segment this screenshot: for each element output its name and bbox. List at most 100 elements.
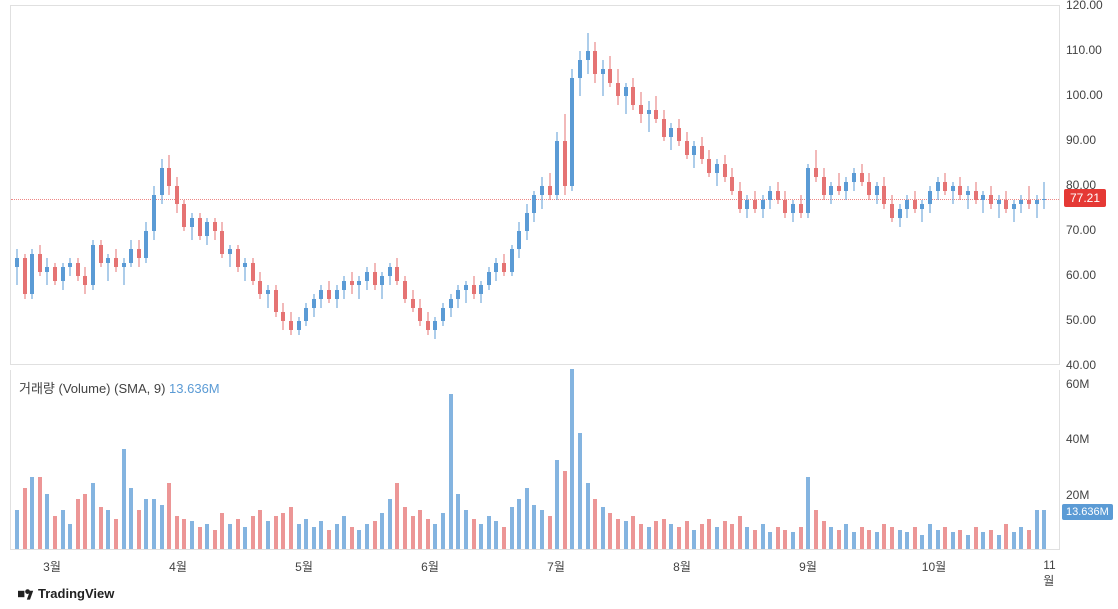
volume-bar[interactable] [418, 510, 422, 549]
volume-bar[interactable] [441, 513, 445, 549]
volume-bar[interactable] [586, 483, 590, 549]
volume-bar[interactable] [981, 532, 985, 549]
volume-bar[interactable] [456, 494, 460, 549]
volume-bar[interactable] [91, 483, 95, 549]
volume-bar[interactable] [570, 369, 574, 549]
volume-bar[interactable] [38, 477, 42, 549]
volume-bar[interactable] [1042, 510, 1046, 549]
volume-bar[interactable] [563, 471, 567, 549]
volume-bar[interactable] [350, 527, 354, 549]
volume-bar[interactable] [639, 524, 643, 549]
volume-bar[interactable] [23, 488, 27, 549]
volume-bar[interactable] [76, 499, 80, 549]
volume-bar[interactable] [228, 524, 232, 549]
volume-bar[interactable] [213, 530, 217, 549]
volume-bar[interactable] [106, 510, 110, 549]
volume-bar[interactable] [411, 516, 415, 549]
volume-bar[interactable] [829, 527, 833, 549]
volume-bar[interactable] [989, 530, 993, 549]
volume-bar[interactable] [647, 527, 651, 549]
volume-bar[interactable] [122, 449, 126, 549]
volume-bar[interactable] [631, 516, 635, 549]
volume-bar[interactable] [167, 483, 171, 549]
volume-bar[interactable] [936, 530, 940, 549]
volume-bar[interactable] [61, 510, 65, 549]
volume-bar[interactable] [799, 527, 803, 549]
volume-bar[interactable] [312, 527, 316, 549]
volume-bar[interactable] [494, 521, 498, 549]
volume-bar[interactable] [662, 519, 666, 549]
volume-bar[interactable] [898, 530, 902, 549]
volume-bar[interactable] [745, 527, 749, 549]
volume-bar[interactable] [517, 499, 521, 549]
volume-bar[interactable] [685, 521, 689, 549]
volume-bar[interactable] [761, 524, 765, 549]
volume-bar[interactable] [251, 516, 255, 549]
volume-bar[interactable] [137, 510, 141, 549]
volume-bar[interactable] [593, 499, 597, 549]
volume-bar[interactable] [548, 516, 552, 549]
volume-bar[interactable] [814, 510, 818, 549]
volume-bar[interactable] [1019, 527, 1023, 549]
volume-bar[interactable] [83, 494, 87, 549]
volume-bar[interactable] [152, 499, 156, 549]
volume-bar[interactable] [129, 488, 133, 549]
volume-bar[interactable] [844, 524, 848, 549]
volume-bar[interactable] [913, 527, 917, 549]
volume-bar[interactable] [335, 524, 339, 549]
volume-bar[interactable] [175, 516, 179, 549]
x-axis[interactable]: 3월4월5월6월7월8월9월10월11월 [10, 554, 1060, 574]
volume-bar[interactable] [1004, 524, 1008, 549]
volume-bar[interactable] [958, 530, 962, 549]
volume-bar[interactable] [243, 527, 247, 549]
volume-bar[interactable] [806, 477, 810, 549]
volume-bar[interactable] [45, 494, 49, 549]
volume-y-axis[interactable]: 20M40M60M13.636M [1062, 370, 1118, 550]
volume-bar[interactable] [99, 507, 103, 549]
volume-bar[interactable] [654, 521, 658, 549]
volume-bar[interactable] [190, 521, 194, 549]
volume-bar[interactable] [373, 521, 377, 549]
price-y-axis[interactable]: 40.0050.0060.0070.0080.0090.00100.00110.… [1062, 5, 1118, 365]
volume-bar[interactable] [274, 516, 278, 549]
volume-bar[interactable] [882, 524, 886, 549]
volume-bar[interactable] [715, 527, 719, 549]
volume-bar[interactable] [525, 488, 529, 549]
volume-bar[interactable] [15, 510, 19, 549]
volume-bar[interactable] [220, 513, 224, 549]
volume-bar[interactable] [297, 524, 301, 549]
volume-bar[interactable] [510, 507, 514, 549]
volume-bar[interactable] [479, 524, 483, 549]
volume-bar[interactable] [723, 521, 727, 549]
volume-bar[interactable] [837, 530, 841, 549]
volume-bar[interactable] [160, 505, 164, 549]
volume-bar[interactable] [380, 513, 384, 549]
volume-bar[interactable] [205, 524, 209, 549]
volume-bar[interactable] [997, 535, 1001, 549]
volume-bar[interactable] [540, 510, 544, 549]
volume-bar[interactable] [236, 519, 240, 549]
volume-bar[interactable] [487, 516, 491, 549]
volume-bar[interactable] [555, 460, 559, 549]
volume-bar[interactable] [502, 527, 506, 549]
volume-bar[interactable] [198, 527, 202, 549]
volume-bar[interactable] [677, 527, 681, 549]
volume-bar[interactable] [753, 530, 757, 549]
volume-bar[interactable] [266, 521, 270, 549]
volume-bar[interactable] [692, 530, 696, 549]
volume-bar[interactable] [182, 519, 186, 549]
volume-bar[interactable] [860, 527, 864, 549]
volume-bar[interactable] [357, 530, 361, 549]
volume-bar[interactable] [616, 519, 620, 549]
volume-bar[interactable] [951, 532, 955, 549]
volume-bar[interactable] [426, 519, 430, 549]
volume-bar[interactable] [730, 524, 734, 549]
volume-bar[interactable] [700, 524, 704, 549]
volume-bar[interactable] [449, 394, 453, 549]
volume-bar[interactable] [578, 433, 582, 549]
volume-bar[interactable] [608, 513, 612, 549]
volume-bar[interactable] [304, 519, 308, 549]
volume-bar[interactable] [68, 524, 72, 549]
volume-bar[interactable] [388, 499, 392, 549]
volume-bar[interactable] [532, 505, 536, 549]
